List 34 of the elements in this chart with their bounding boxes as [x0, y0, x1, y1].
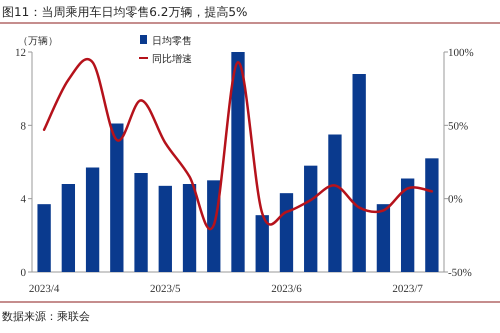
bar: [134, 173, 148, 272]
bar: [231, 52, 245, 272]
y2-tick-label: 100%: [448, 47, 474, 59]
y2-tick-label: 50%: [448, 120, 468, 132]
y-tick-label: 4: [20, 194, 26, 206]
legend-label: 日均零售: [152, 35, 192, 47]
bar: [304, 166, 318, 272]
x-tick-label: 2023/6: [271, 283, 302, 295]
y2-tick-label: -50%: [448, 267, 472, 279]
y-tick-label: 12: [15, 47, 26, 59]
x-tick-label: 2023/4: [28, 283, 60, 295]
bar: [37, 204, 51, 272]
bar: [352, 74, 366, 272]
bar: [400, 178, 414, 272]
bar: [328, 134, 342, 272]
y-tick-label: 8: [20, 120, 26, 132]
bar: [256, 215, 269, 272]
y-tick-label: 0: [20, 267, 26, 279]
bar: [62, 184, 76, 272]
x-tick-label: 2023/7: [392, 283, 424, 295]
source-note: 数据来源：乘联会: [2, 310, 90, 323]
bar: [182, 184, 196, 272]
bar: [86, 168, 100, 272]
y-axis-title: （万辆）: [18, 35, 58, 47]
bar: [110, 124, 124, 272]
legend-label: 同比增速: [152, 53, 192, 65]
bar: [376, 204, 390, 272]
chart-title: 图11：当周乘用车日均零售6.2万辆，提高5%: [2, 5, 248, 19]
bar: [280, 193, 294, 272]
bar: [158, 186, 172, 272]
x-tick-label: 2023/5: [150, 283, 182, 295]
y2-tick-label: 0%: [448, 194, 463, 206]
bar: [207, 180, 220, 272]
bar: [425, 158, 439, 272]
